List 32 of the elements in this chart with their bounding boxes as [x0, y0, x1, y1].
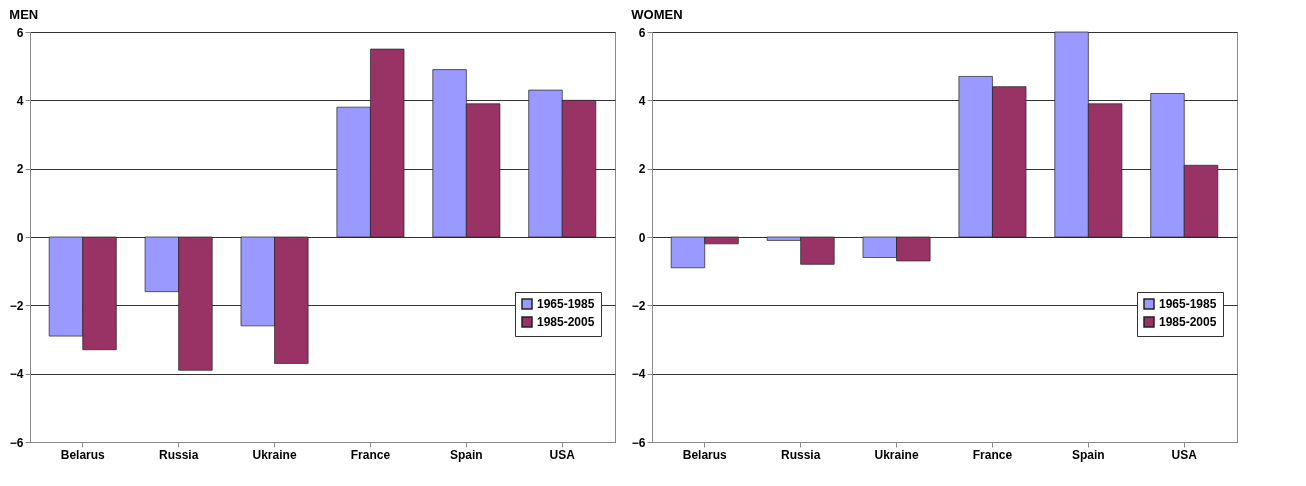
y-tick-label: 6 — [16, 25, 24, 40]
legend-label: 1965-1985 — [1159, 297, 1217, 311]
y-tick-label: 2 — [638, 162, 646, 177]
x-tick-label: Spain — [450, 447, 483, 462]
chart-title: MEN — [9, 7, 39, 22]
y-tick-label: 2 — [16, 162, 24, 177]
x-tick-label: Russia — [158, 447, 199, 462]
y-tick-label: −6 — [9, 435, 24, 450]
legend-label: 1985-2005 — [537, 315, 595, 329]
y-tick-label: 6 — [638, 25, 646, 40]
legend-label: 1965-1985 — [537, 297, 595, 311]
y-tick-label: 0 — [638, 230, 646, 245]
x-tick-label: Russia — [780, 447, 821, 462]
y-tick-label: −2 — [9, 298, 24, 313]
y-tick-label: −2 — [631, 298, 646, 313]
x-tick-label: France — [972, 447, 1013, 462]
x-tick-label: Ukraine — [874, 447, 919, 462]
x-tick-label: USA — [1171, 447, 1198, 462]
x-tick-label: Ukraine — [252, 447, 297, 462]
x-tick-label: France — [350, 447, 391, 462]
x-tick-label: Belarus — [682, 447, 728, 462]
y-tick-label: −4 — [631, 367, 646, 382]
x-tick-label: USA — [549, 447, 576, 462]
legend-label: 1985-2005 — [1159, 315, 1217, 329]
y-tick-label: −4 — [9, 367, 24, 382]
x-tick-label: Belarus — [60, 447, 106, 462]
y-tick-label: 0 — [16, 230, 24, 245]
x-tick-label: Spain — [1072, 447, 1105, 462]
y-tick-label: 4 — [16, 93, 24, 108]
y-tick-label: 4 — [638, 93, 646, 108]
y-tick-label: −6 — [631, 435, 646, 450]
chart-title: WOMEN — [631, 7, 683, 22]
